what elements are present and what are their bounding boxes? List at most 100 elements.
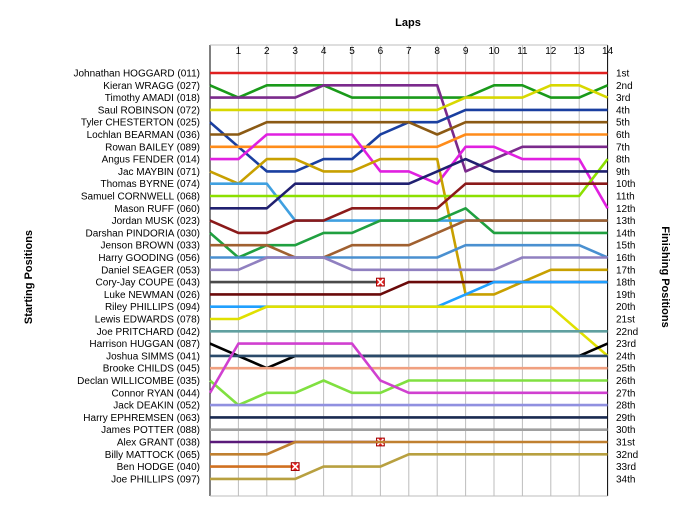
retirement-marker [375, 277, 385, 287]
series-line [209, 379, 608, 407]
finishing-position-label: 10th [616, 179, 635, 190]
series-line [210, 133, 609, 209]
x-tick-label: 7 [406, 46, 412, 57]
starting-position-label: Lewis EDWARDS (078) [95, 315, 200, 326]
finishing-position-label: 16th [616, 253, 635, 264]
starting-position-label: Angus FENDER (014) [102, 155, 200, 166]
finishing-position-label: 7th [616, 142, 630, 153]
series-line [210, 133, 608, 149]
starting-position-label: James POTTER (088) [101, 425, 200, 436]
starting-position-label: Mason RUFF (060) [114, 204, 200, 215]
series-line [210, 84, 609, 112]
y-axis-title-left: Starting Positions [23, 230, 35, 324]
x-tick-label: 14 [602, 46, 614, 57]
series-line [210, 219, 608, 259]
finishing-position-label: 29th [616, 413, 635, 424]
finishing-position-label: 22nd [616, 327, 638, 338]
finishing-position-label: 8th [616, 155, 630, 166]
series-line [209, 84, 609, 99]
finishing-position-label: 23rd [616, 339, 636, 350]
finishing-position-label: 15th [616, 241, 635, 252]
starting-position-label: Harrison HUGGAN (087) [89, 339, 200, 350]
starting-position-label: Harry EPHREMSEN (063) [83, 413, 200, 424]
x-tick-label: 8 [434, 46, 440, 57]
x-tick-label: 2 [264, 46, 270, 57]
finishing-position-label: 4th [616, 105, 630, 116]
series-line [210, 158, 609, 198]
x-tick-label: 1 [236, 46, 242, 57]
starting-position-label: Connor RYAN (044) [111, 388, 200, 399]
starting-position-label: Jordan MUSK (023) [112, 216, 200, 227]
finishing-position-label: 2nd [616, 81, 633, 92]
series-line [210, 452, 608, 481]
starting-position-label: Darshan PINDORIA (030) [86, 228, 201, 239]
starting-position-label: Timothy AMADI (018) [105, 93, 200, 104]
finishing-position-label: 14th [616, 228, 635, 239]
starting-position-label: Jack DEAKIN (052) [113, 401, 200, 412]
starting-position-label: Johnathan HOGGARD (011) [73, 69, 200, 80]
starting-position-label: Harry GOODING (056) [98, 253, 200, 264]
starting-position-label: Ben HODGE (040) [117, 462, 200, 473]
starting-position-label: Alex GRANT (038) [117, 438, 200, 449]
starting-position-label: Thomas BYRNE (074) [101, 179, 200, 190]
starting-position-label: Jac MAYBIN (071) [118, 167, 200, 178]
finishing-position-label: 18th [616, 278, 635, 289]
x-tick-label: 10 [488, 46, 500, 57]
starting-position-label: Riley PHILLIPS (094) [105, 302, 200, 313]
x-tick-label: 12 [545, 46, 557, 57]
finishing-position-label: 25th [616, 364, 635, 375]
finishing-position-label: 6th [616, 130, 630, 141]
starting-position-label: Joshua SIMMS (041) [106, 351, 200, 362]
finishing-position-label: 17th [616, 265, 635, 276]
series-line [210, 256, 608, 272]
y-axis-title-right: Finishing Positions [659, 226, 671, 327]
starting-position-label: Daniel SEAGER (053) [101, 265, 200, 276]
series-line [209, 182, 608, 235]
series-line [210, 440, 608, 456]
finishing-position-label: 28th [616, 401, 635, 412]
starting-position-label: Billy MATTOCK (065) [105, 450, 200, 461]
x-ticks: 1 2 3 4 5 6 7 8 9 10 11 12 13 14 [236, 46, 614, 57]
finishing-position-label: 33rd [616, 462, 636, 473]
starting-position-label: Samuel CORNWELL (068) [81, 192, 200, 203]
finishing-position-label: 19th [616, 290, 635, 301]
x-tick-label: 13 [574, 46, 586, 57]
finishing-position-label: 32nd [616, 450, 638, 461]
finishing-position-label: 9th [616, 167, 630, 178]
series-line [208, 342, 608, 395]
finishing-position-label: 31st [616, 438, 635, 449]
series-line [210, 120, 608, 136]
x-tick-label: 3 [292, 46, 298, 57]
starting-position-label: Cory-Jay COUPE (043) [96, 278, 200, 289]
finishing-position-label: 3rd [616, 93, 630, 104]
finishing-position-label: 24th [616, 351, 635, 362]
x-tick-label: 9 [463, 46, 469, 57]
starting-position-label: Saul ROBINSON (072) [98, 105, 200, 116]
finishing-position-label: 30th [616, 425, 635, 436]
finishing-position-label: 34th [616, 474, 635, 485]
x-tick-label: 5 [349, 46, 355, 57]
finishing-position-label: 20th [616, 302, 635, 313]
starting-position-label: Joe PHILLIPS (097) [111, 474, 200, 485]
starting-position-label: Joe PRITCHARD (042) [97, 327, 200, 338]
finishing-position-label: 5th [616, 118, 630, 129]
series-line [209, 157, 608, 296]
series-line [210, 84, 608, 173]
finishing-position-label: 1st [616, 69, 630, 80]
starting-position-label: Jenson BROWN (033) [101, 241, 200, 252]
series-line [210, 157, 608, 210]
starting-position-label: Brooke CHILDS (045) [103, 364, 200, 375]
finishing-position-label: 27th [616, 388, 635, 399]
starting-position-label: Luke NEWMAN (026) [104, 290, 200, 301]
finishing-position-label: 12th [616, 204, 635, 215]
finishing-labels: 1st2nd3rd4th5th6th7th8th9th10th11th12th1… [616, 69, 638, 486]
series-line [209, 207, 608, 259]
starting-position-label: Lochlan BEARMAN (036) [87, 130, 200, 141]
finishing-position-label: 26th [616, 376, 635, 387]
starting-position-label: Tyler CHESTERTON (025) [81, 118, 200, 129]
starting-position-label: Kieran WRAGG (027) [103, 81, 200, 92]
finishing-position-label: 13th [616, 216, 635, 227]
x-axis-title: Laps [395, 17, 421, 29]
x-tick-label: 6 [378, 46, 384, 57]
